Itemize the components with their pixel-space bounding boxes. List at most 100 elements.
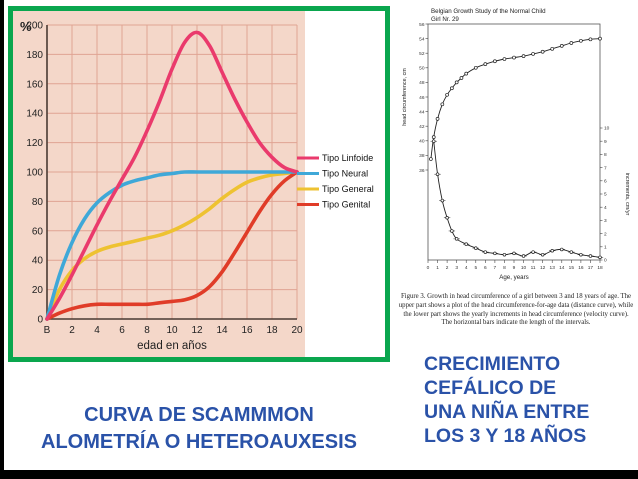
- y-tick-label: 180: [26, 50, 43, 61]
- right-tick-label: 6: [604, 179, 607, 185]
- head-circumference-chart-svg: Belgian Growth Study of the Normal Child…: [398, 2, 634, 290]
- x-tick-label: 10: [521, 265, 527, 271]
- caption-cephalic-line2: CEFÁLICO DE: [424, 377, 557, 399]
- head-circumference-figure: Belgian Growth Study of the Normal Child…: [398, 2, 634, 328]
- slide-edge-left: [0, 0, 4, 479]
- velocity-marker: [483, 250, 488, 254]
- x-tick-label: 5: [474, 265, 477, 271]
- velocity-marker: [445, 216, 449, 220]
- left-tick-label: 42: [419, 124, 425, 130]
- y-tick-label: 140: [26, 109, 43, 120]
- x-tick-label: 2: [69, 325, 75, 336]
- x-tick-label: 10: [166, 325, 178, 336]
- velocity-marker: [540, 252, 545, 257]
- x-tick-label: 8: [503, 265, 506, 271]
- curve-tipo-general: [45, 170, 299, 321]
- velocity-marker: [431, 139, 436, 143]
- velocity-marker: [560, 247, 564, 252]
- x-tick-label: 0: [427, 265, 430, 271]
- x-tick-label: 14: [216, 325, 228, 336]
- chart-subtitle: Girl Nr. 29: [431, 16, 459, 23]
- legend-item: Tipo Linfoide: [297, 153, 373, 163]
- left-tick-label: 50: [419, 66, 425, 72]
- right-tick-label: 3: [604, 218, 607, 224]
- left-tick-label: 54: [419, 36, 425, 42]
- left-tick-label: 40: [419, 139, 425, 145]
- distance-marker: [588, 37, 593, 42]
- left-tick-label: 48: [419, 80, 425, 86]
- scammon-chart-svg: % 0 20 40 60 80 100 120 140 160 180 200 B 2 4 6 8 10 12 14 1…: [13, 11, 374, 357]
- x-tick-label: 15: [569, 265, 575, 271]
- x-tick-label: 6: [484, 265, 487, 271]
- curve-tipo-linfoide: [45, 30, 299, 321]
- x-tick-label: 12: [540, 265, 546, 271]
- plot-background: [13, 11, 305, 357]
- x-tick-label: 16: [578, 265, 584, 271]
- plot-frame: [427, 23, 601, 261]
- legend-label: Tipo Linfoide: [322, 153, 373, 163]
- distance-marker: [483, 62, 488, 67]
- x-tick-label: 4: [94, 325, 100, 336]
- y-tick-label: 120: [26, 138, 43, 149]
- velocity-marker: [474, 246, 478, 250]
- x-tick-label: B: [44, 325, 51, 336]
- x-tick-label: 1: [436, 265, 439, 271]
- right-tick-label: 0: [604, 258, 607, 264]
- x-tick-label: 16: [241, 325, 253, 336]
- distance-marker: [531, 52, 535, 56]
- distance-marker: [502, 57, 507, 61]
- velocity-marker: [493, 251, 497, 256]
- x-tick-label: 8: [144, 325, 150, 336]
- caption-scammon-title: CURVA DE SCAMMMON ALOMETRÍA O HETEROAUXE…: [8, 402, 390, 456]
- distance-marker: [559, 44, 564, 48]
- caption-scammon-line2: ALOMETRÍA O HETEROAUXESIS: [41, 431, 357, 453]
- velocity-marker: [435, 172, 440, 176]
- left-tick-label: 36: [419, 168, 425, 174]
- x-tick-label: 18: [597, 265, 603, 271]
- caption-scammon-line1: CURVA DE SCAMMMON: [84, 404, 314, 426]
- scammon-growth-chart: % 0 20 40 60 80 100 120 140 160 180 200 B 2 4 6 8 10 12 14 1…: [8, 6, 390, 362]
- figure-caption: Figure 3. Growth in head circumference o…: [398, 293, 634, 327]
- distance-marker: [459, 76, 464, 80]
- velocity-marker: [550, 249, 554, 253]
- velocity-marker: [598, 255, 602, 260]
- y-tick-label: 40: [32, 256, 44, 267]
- x-axis-title: Age, years: [499, 274, 529, 281]
- y-tick-label: 160: [26, 79, 43, 90]
- distance-marker: [521, 54, 526, 58]
- slide-edge-bottom: [0, 470, 638, 479]
- distance-marker: [429, 157, 433, 161]
- x-tick-label: 20: [291, 325, 303, 336]
- left-tick-label: 44: [419, 109, 425, 115]
- velocity-marker: [588, 254, 593, 258]
- y-tick-label: 60: [32, 226, 44, 237]
- caption-cephalic-title: CRECIMIENTO CEFÁLICO DE UNA NIÑA ENTRE L…: [424, 352, 634, 448]
- distance-marker: [579, 38, 583, 43]
- distance-marker: [598, 36, 602, 41]
- velocity-marker: [502, 252, 507, 257]
- x-tick-label: 4: [465, 265, 468, 271]
- y-axis-unit: %: [20, 19, 32, 34]
- curve-tipo-genital: [45, 170, 299, 321]
- left-axis-title: head circumference, cm: [402, 68, 408, 126]
- x-tick-label: 14: [559, 265, 565, 271]
- y-tick-label: 200: [26, 21, 43, 32]
- velocity-marker: [464, 242, 468, 246]
- chart-title: Belgian Growth Study of the Normal Child: [431, 8, 546, 15]
- legend-label: Tipo Genital: [322, 200, 370, 210]
- distance-marker: [464, 71, 469, 76]
- distance-marker: [435, 117, 440, 121]
- velocity-marker: [450, 229, 454, 233]
- legend-label: Tipo General: [322, 184, 374, 194]
- left-tick-label: 52: [419, 51, 425, 57]
- right-tick-label: 5: [604, 192, 607, 198]
- x-tick-label: 12: [191, 325, 203, 336]
- legend-item: Tipo General: [297, 184, 374, 194]
- x-tick-label: 11: [531, 265, 536, 271]
- left-tick-label: 56: [419, 22, 425, 28]
- caption-cephalic-line4: LOS 3 Y 18 AÑOS: [424, 425, 587, 447]
- distance-marker: [440, 102, 445, 107]
- velocity-marker: [579, 252, 583, 257]
- distance-marker: [512, 55, 516, 60]
